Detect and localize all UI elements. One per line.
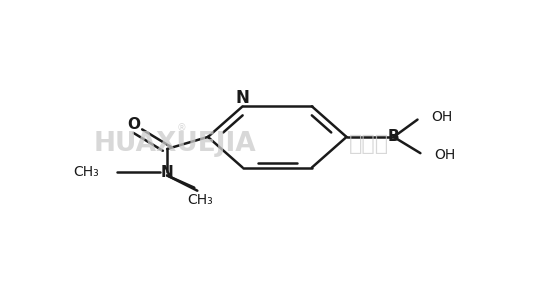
- Text: N: N: [161, 165, 174, 180]
- Text: ®: ®: [177, 124, 186, 133]
- Text: OH: OH: [431, 110, 452, 124]
- Text: O: O: [127, 118, 140, 132]
- Text: B: B: [388, 129, 399, 145]
- Text: 化学加: 化学加: [349, 134, 389, 154]
- Text: OH: OH: [434, 148, 455, 162]
- Text: CH₃: CH₃: [73, 165, 99, 179]
- Text: HUAXUEJIA: HUAXUEJIA: [94, 131, 256, 157]
- Text: N: N: [236, 90, 250, 107]
- Text: CH₃: CH₃: [187, 193, 213, 207]
